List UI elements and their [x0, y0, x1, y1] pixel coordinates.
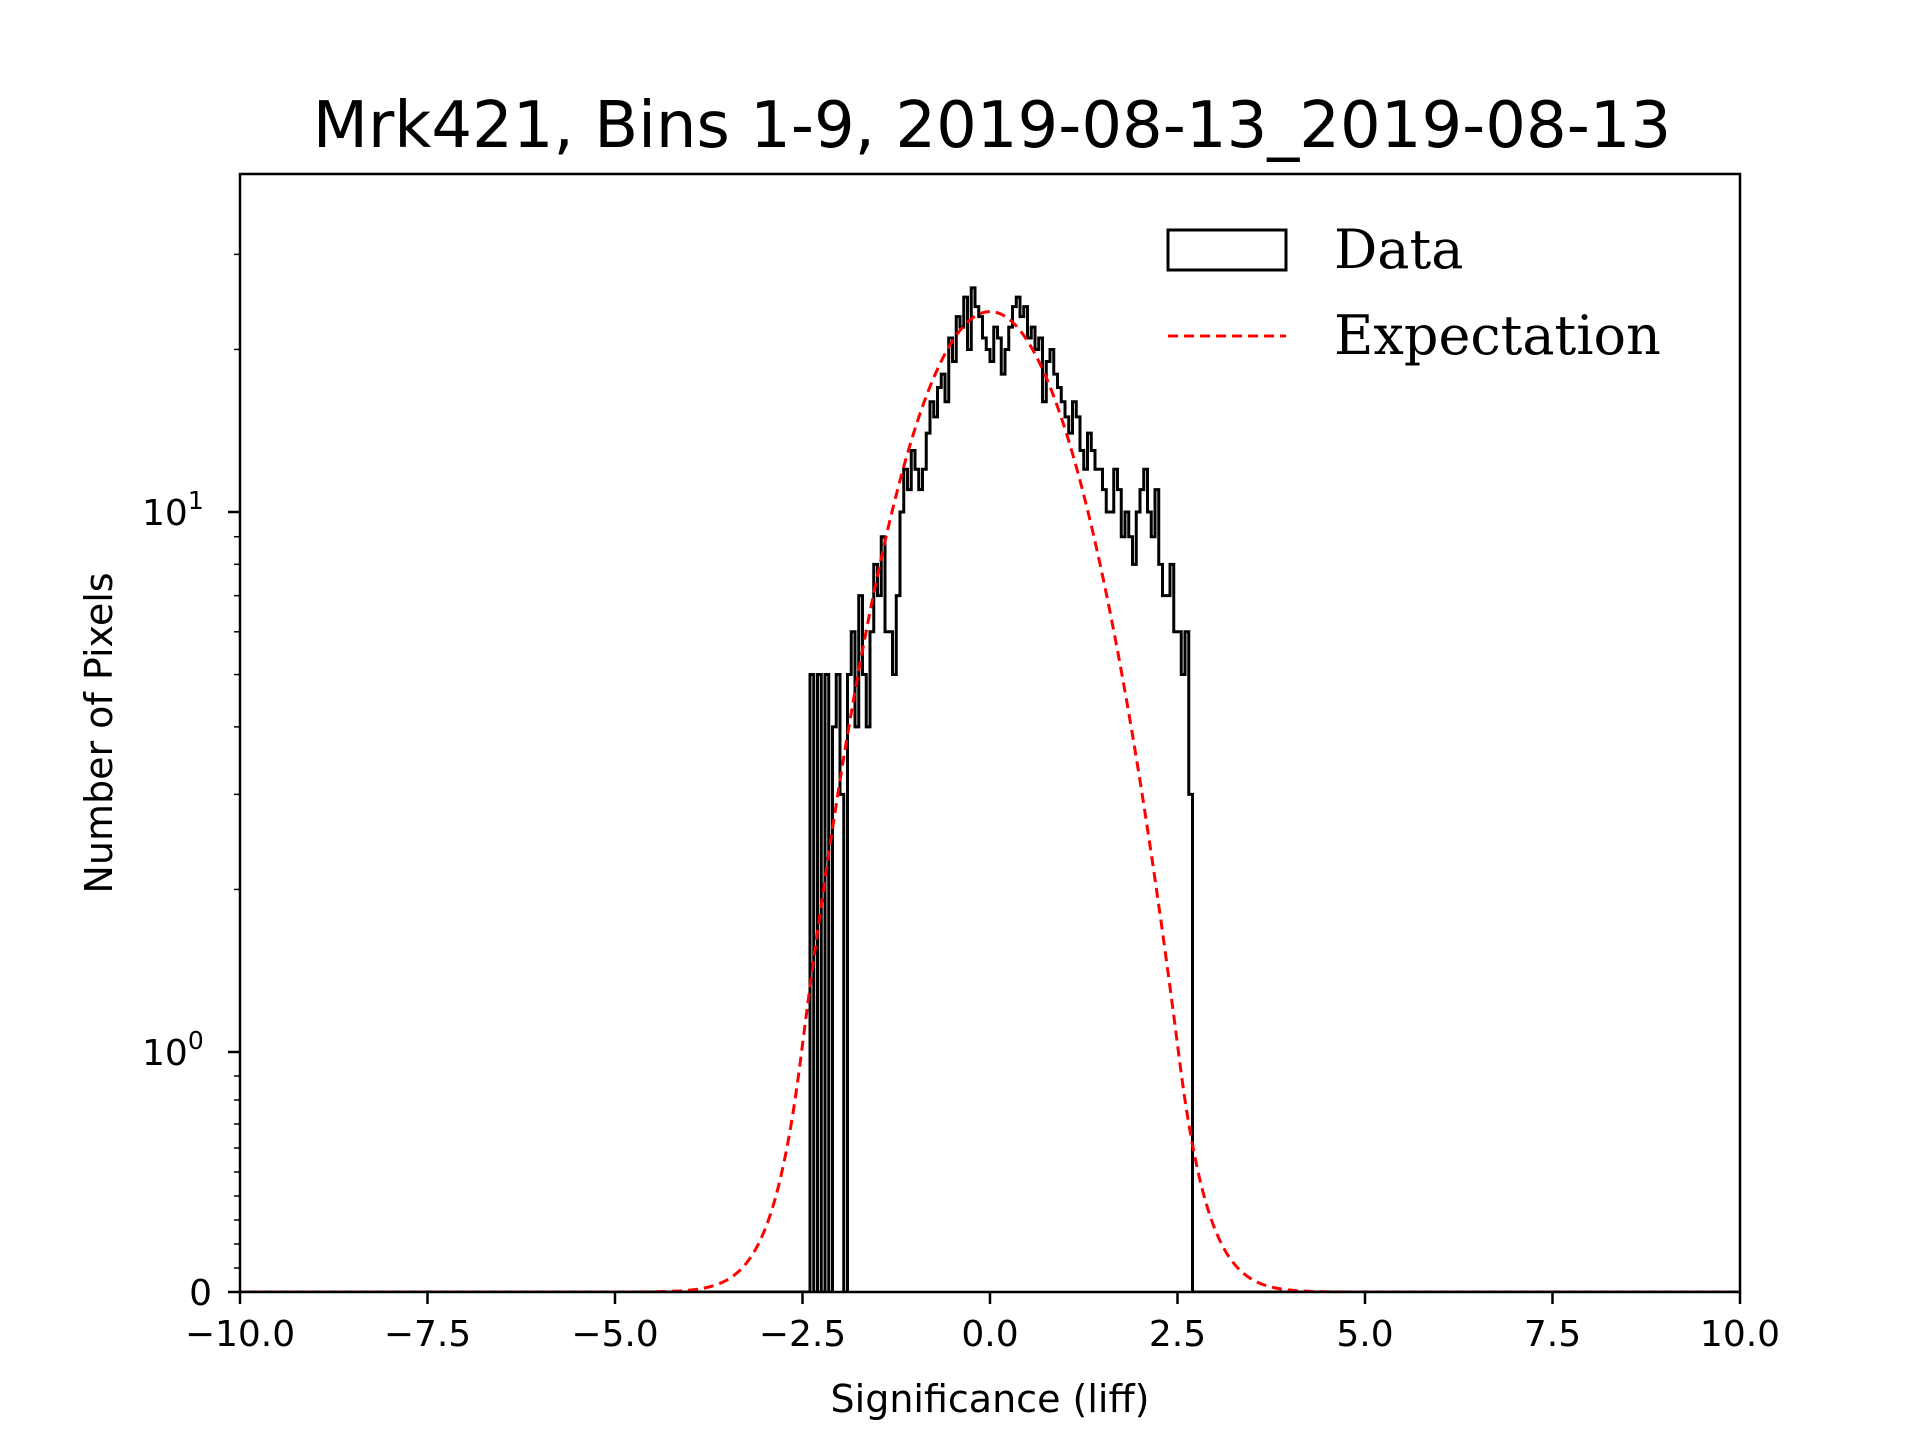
legend-data-label: Data	[1334, 218, 1463, 281]
x-tick-label: 2.5	[1149, 1314, 1206, 1355]
data-histogram-step	[240, 286, 1740, 1292]
x-axis-label: Significance (liff)	[831, 1377, 1150, 1421]
x-tick-label: 10.0	[1700, 1314, 1780, 1355]
y-axis-ticks: 0 100 101	[142, 253, 240, 1314]
x-tick-label: 5.0	[1336, 1314, 1393, 1355]
legend-expectation-label: Expectation	[1334, 304, 1661, 367]
y-tick-label: 0	[189, 1273, 212, 1314]
y-axis-label: Number of Pixels	[77, 572, 121, 893]
y-tick-label: 101	[142, 486, 204, 534]
plot-area	[240, 286, 1740, 1292]
x-tick-label: −5.0	[571, 1314, 658, 1355]
y-tick-label: 100	[142, 1026, 204, 1074]
x-tick-label: −2.5	[759, 1314, 846, 1355]
x-tick-label: 7.5	[1524, 1314, 1581, 1355]
x-tick-label: −10.0	[185, 1314, 295, 1355]
legend: Data Expectation	[1166, 218, 1661, 367]
legend-data-swatch	[1166, 228, 1288, 272]
x-tick-label: 0.0	[961, 1314, 1018, 1355]
chart-title: Mrk421, Bins 1-9, 2019-08-13_2019-08-13	[313, 89, 1671, 163]
x-axis-ticks: −10.0 −7.5 −5.0 −2.5 0.0 2.5 5.0 7.5 10.0	[185, 1292, 1780, 1355]
x-tick-label: −7.5	[384, 1314, 471, 1355]
